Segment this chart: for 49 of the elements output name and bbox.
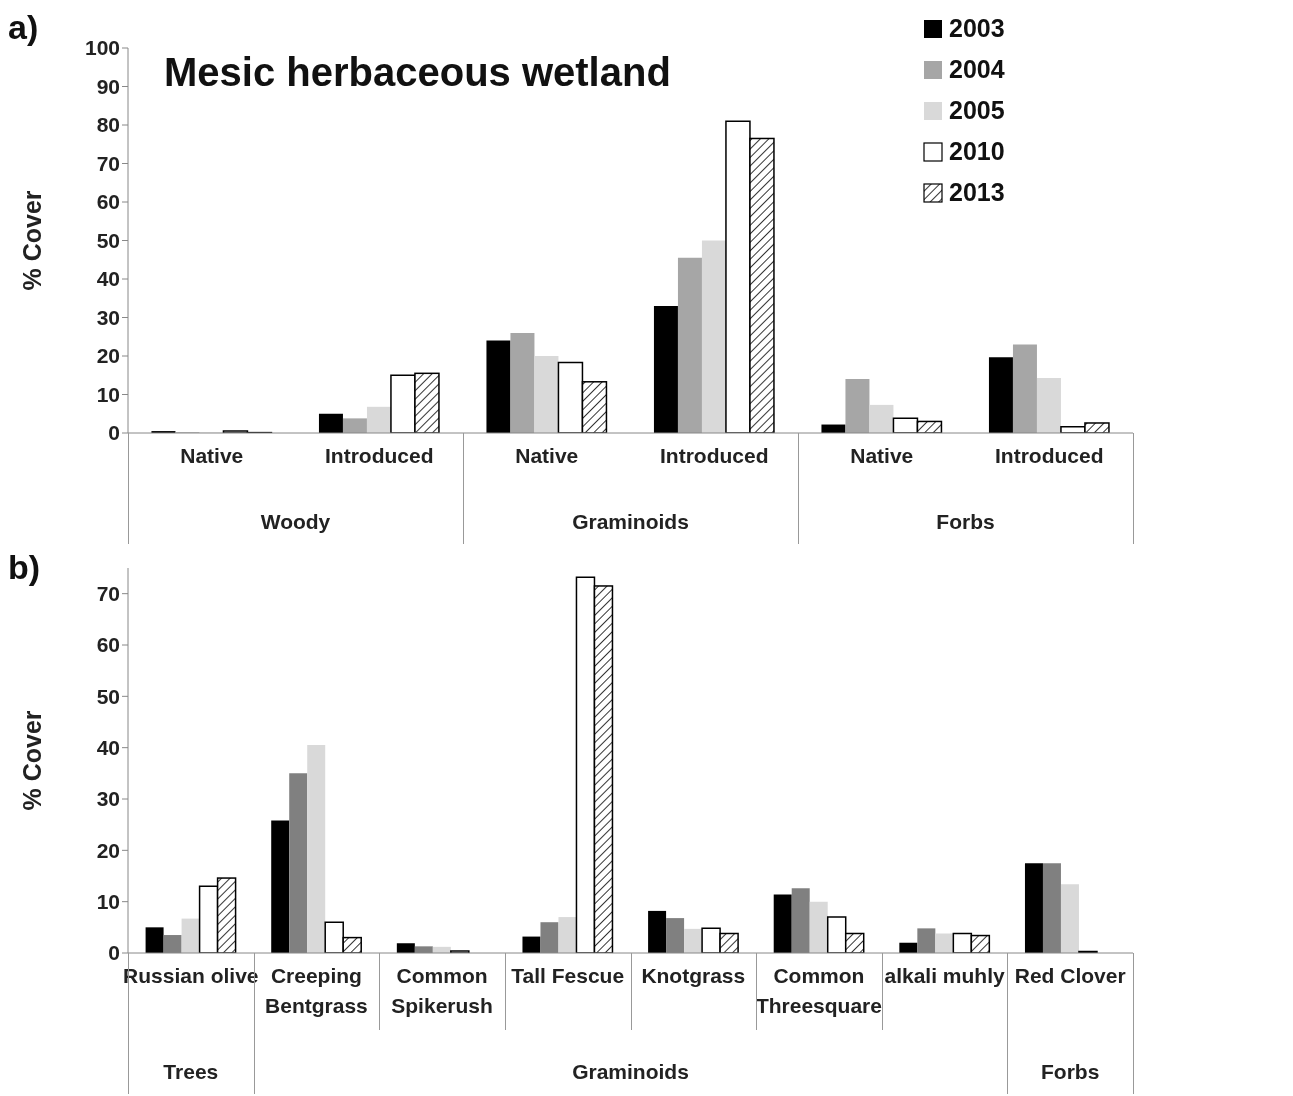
x-tick-label: Tall Fescue (511, 964, 625, 987)
x-tick-label: Russian olive (123, 964, 259, 987)
y-tick-label: 90 (96, 74, 120, 98)
y-tick-label: 70 (96, 151, 120, 175)
y-tick-label: 20 (96, 344, 120, 368)
y-tick-label: 50 (96, 684, 120, 708)
x-tick-label: Introduced (660, 444, 769, 467)
y-axis-title: % Cover (17, 710, 46, 811)
text: Trees (162, 1060, 220, 1084)
x-tick-label: Native (180, 444, 244, 467)
x-tick-label: alkali muhly (884, 964, 1005, 987)
y-axis-title: % Cover (17, 190, 46, 291)
legend-label: 2010 (949, 137, 1005, 166)
x-tick-label: Native (850, 444, 914, 467)
x-tick-label: Introduced (995, 444, 1104, 467)
legend-label: 2005 (949, 96, 1005, 125)
y-tick-label: 40 (96, 267, 120, 291)
y-tick-label: 60 (96, 633, 120, 657)
text: Forbs (1040, 1060, 1101, 1084)
x-tick-label: Red Clover (1014, 964, 1126, 987)
y-tick-label: 60 (96, 190, 120, 214)
x-tick-label: Common Spikerush (391, 964, 493, 1017)
y-tick-label: 20 (96, 838, 120, 862)
y-tick-label: 30 (96, 787, 120, 811)
y-tick-label: 80 (96, 113, 120, 137)
text: Woody (259, 510, 332, 534)
y-tick-label: 30 (96, 305, 120, 329)
chart-title: Mesic herbaceous wetland (164, 50, 671, 95)
legend-label: 2003 (949, 14, 1005, 43)
x-tick-label: Native (515, 444, 579, 467)
legend-label: 2004 (949, 55, 1005, 84)
text: Graminoids (571, 510, 690, 534)
y-tick-label: 40 (96, 736, 120, 760)
x-tick-label: Common Threesquare (755, 964, 882, 1017)
y-tick-label: 50 (96, 228, 120, 252)
x-tick-label: Introduced (325, 444, 434, 467)
text: Graminoids (571, 1060, 690, 1084)
x-tick-label: Creeping Bentgrass (265, 964, 368, 1017)
text: a) (8, 8, 39, 47)
x-tick-label: Knotgrass (641, 964, 746, 987)
y-tick-label: 70 (96, 582, 120, 606)
y-tick-label: 0 (108, 421, 120, 445)
y-tick-label: 10 (96, 890, 120, 914)
legend-label: 2013 (949, 178, 1005, 207)
y-tick-label: 100 (84, 36, 120, 60)
y-tick-label: 10 (96, 382, 120, 406)
text: b) (8, 548, 41, 587)
y-tick-label: 0 (108, 941, 120, 965)
text: Forbs (935, 510, 996, 534)
